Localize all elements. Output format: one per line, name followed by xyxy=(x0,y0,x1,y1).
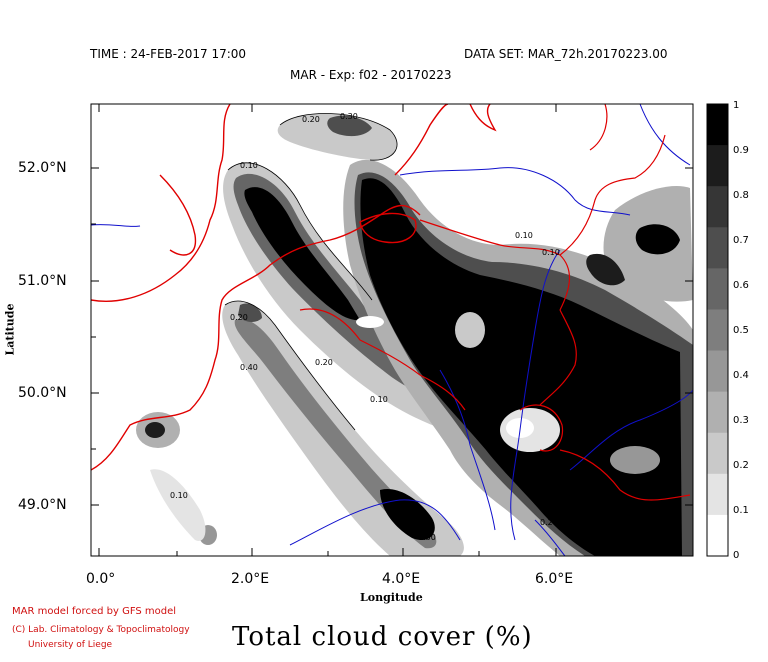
river-line-2 xyxy=(639,104,691,166)
colorbar-label: 1 xyxy=(733,100,739,111)
contour-line-3 xyxy=(224,300,356,431)
contour-label: 0.10 xyxy=(170,491,188,500)
coast-line-uk-2 xyxy=(159,174,197,256)
contour-label: 0.20 xyxy=(230,313,248,322)
experiment-label: MAR - Exp: f02 - 20170223 xyxy=(290,68,452,82)
border-lux xyxy=(519,404,564,452)
y-tick-label: 50.0°N xyxy=(18,385,67,401)
coast-line-north xyxy=(469,104,497,132)
colorbar-segment xyxy=(707,514,728,557)
border-de-north xyxy=(559,134,666,256)
y-axis-ticks xyxy=(91,167,693,506)
credit-line-1: MAR model forced by GFS model xyxy=(12,606,177,617)
river-line-5 xyxy=(289,499,461,546)
border-be-nl xyxy=(419,219,571,311)
cloud-cover-field xyxy=(91,104,693,556)
contour-label: 0.10 xyxy=(370,395,388,404)
cloud-northeast-core xyxy=(635,224,680,255)
map-title: Total cloud cover (%) xyxy=(232,622,533,652)
colorbar-segment xyxy=(707,309,728,352)
cloud-band-southwest-core xyxy=(380,489,435,540)
colorbar-label: 0.3 xyxy=(733,415,749,426)
colorbar-segment xyxy=(707,268,728,310)
colorbar-label: 0.2 xyxy=(733,460,749,471)
cloud-spot-west-core xyxy=(145,422,165,438)
colorbar-label: 0.9 xyxy=(733,145,749,156)
contour-label: 0.10 xyxy=(542,248,560,257)
river-line-1 xyxy=(399,167,631,216)
coast-line-uk xyxy=(91,104,231,302)
x-tick-label: 6.0°E xyxy=(535,571,574,587)
cloud-clear-gap-5 xyxy=(356,316,384,328)
y-tick-label: 49.0°N xyxy=(18,497,67,513)
colorbar-label: 0.1 xyxy=(733,505,749,516)
coast-line-france xyxy=(91,204,421,471)
colorbar-segment xyxy=(707,186,728,228)
y-tick-label: 52.0°N xyxy=(18,160,67,176)
colorbar-label: 0.6 xyxy=(733,280,749,291)
colorbar-label: 0.8 xyxy=(733,190,749,201)
border-fr-de xyxy=(559,449,691,501)
y-axis-label: Latitude xyxy=(3,303,17,356)
border-be-de xyxy=(539,309,577,406)
coast-line-netherlands xyxy=(394,104,449,176)
contour-label: 0.30 xyxy=(340,112,358,121)
river-line-8 xyxy=(534,519,566,556)
contour-label: 0.10 xyxy=(515,231,533,240)
credit-line-3: University of Liege xyxy=(28,640,113,650)
cloud-clear-gap-4 xyxy=(455,312,485,348)
credit-line-2: (C) Lab. Climatology & Topoclimatology xyxy=(12,625,190,635)
cloud-northeast-core-2 xyxy=(586,253,625,286)
x-axis-label: Longitude xyxy=(360,591,423,604)
colorbar-label: 0.4 xyxy=(733,370,749,381)
colorbar-segment xyxy=(707,473,728,516)
contour-label: 0.20 xyxy=(302,115,320,124)
colorbar-labels: 1 0.9 0.8 0.7 0.6 0.5 0.4 0.3 0.2 0.1 0 xyxy=(733,100,749,561)
x-tick-label: 0.0° xyxy=(86,571,116,587)
cloud-central-core xyxy=(360,178,682,556)
cloud-spot-1 xyxy=(238,303,262,322)
contour-label: 0.10 xyxy=(470,368,488,377)
contour-line-2 xyxy=(279,113,398,161)
contour-label: 0.20 xyxy=(315,358,333,367)
contour-label: 0.10 xyxy=(565,433,583,442)
map-frame xyxy=(90,103,694,557)
river-line-3 xyxy=(510,249,561,541)
colorbar-label: 0 xyxy=(733,550,739,561)
contour-label: 0.30 xyxy=(418,533,436,542)
contour-line-1 xyxy=(227,162,373,301)
colorbar-segment xyxy=(707,104,728,146)
dataset-label: DATA SET: MAR_72h.20170223.00 xyxy=(464,47,668,61)
colorbar-segment xyxy=(707,391,728,434)
cloud-band-west-core xyxy=(244,187,360,321)
cloud-north-core xyxy=(327,115,372,137)
river-line-4 xyxy=(439,369,496,531)
border-de-east xyxy=(589,104,608,151)
time-label: TIME : 24-FEB-2017 17:00 xyxy=(90,47,247,61)
y-tick-label: 51.0°N xyxy=(18,273,67,289)
border-be-fr xyxy=(299,308,466,411)
contour-label: 0.20 xyxy=(540,518,558,527)
colorbar-segment xyxy=(707,350,728,393)
x-axis-ticks xyxy=(98,104,633,556)
x-tick-label: 2.0°E xyxy=(231,571,270,587)
cloud-streak-south xyxy=(150,469,206,541)
river-line-7 xyxy=(91,224,141,227)
colorbar-segment xyxy=(707,432,728,475)
contour-label: 0.40 xyxy=(240,363,258,372)
colorbar-frame xyxy=(706,103,729,557)
colorbar-segment xyxy=(707,145,728,187)
x-tick-label: 4.0°E xyxy=(382,571,421,587)
colorbar-label: 0.7 xyxy=(733,235,749,246)
contour-label: 0.10 xyxy=(240,161,258,170)
contour-labels: 0.20 0.30 0.10 0.10 0.10 0.20 0.10 0.10 … xyxy=(170,112,583,542)
river-line-6 xyxy=(569,389,693,471)
colorbar-segment xyxy=(707,227,728,269)
colorbar-label: 0.5 xyxy=(733,325,749,336)
cloud-clear-gap-3 xyxy=(610,446,660,474)
colorbar xyxy=(706,103,729,557)
coast-line-delta xyxy=(359,212,417,244)
